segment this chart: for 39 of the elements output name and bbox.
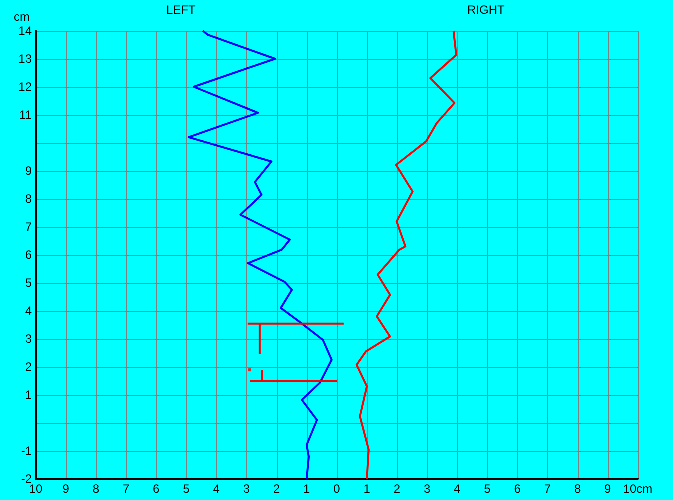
x-tick-label: 9 [62, 482, 70, 496]
x-tick-label: 1 [304, 482, 311, 496]
x-tick-label: 1 [364, 482, 371, 496]
x-tick-label: 7 [544, 482, 552, 496]
y-tick-label: 11 [20, 108, 32, 122]
y-tick-label: 2 [25, 360, 32, 374]
x-tick-label: 4 [454, 482, 462, 496]
line-series [356, 30, 458, 480]
y-tick-label: 1 [25, 388, 32, 402]
text: RIGHT [468, 3, 506, 17]
y-tick-label: 3 [25, 332, 32, 346]
x-tick-label: 9 [604, 482, 612, 496]
y-tick-label: 14 [18, 24, 32, 38]
x-tick-label: 6 [514, 482, 522, 496]
y-tick-label: 12 [18, 80, 32, 94]
y-tick-label: 7 [25, 220, 32, 234]
x-tick-label: 8 [574, 482, 582, 496]
x-tick-label: 0 [334, 482, 341, 496]
x-tick-label: 7 [122, 482, 130, 496]
x-tick-label: 3 [243, 482, 250, 496]
y-tick-label: -1 [21, 444, 32, 458]
text: LEFT [166, 3, 197, 17]
x-tick-label: 5 [183, 482, 190, 496]
y-axis-title: cm [14, 10, 30, 24]
x-tick-label: 6 [153, 482, 160, 496]
line-series [188, 30, 333, 480]
y-tick-label: 5 [25, 276, 32, 290]
x-tick-label: 2 [273, 482, 280, 496]
y-tick-label: 9 [25, 164, 32, 178]
x-tick-label: 8 [92, 482, 100, 496]
y-tick-label: 8 [25, 192, 32, 206]
x-tick-label: 5 [484, 482, 492, 496]
x-tick-label: 4 [213, 482, 220, 496]
x-tick-label: 2 [394, 482, 401, 496]
x-tick-label: 3 [424, 482, 431, 496]
y-tick-label: 6 [25, 248, 32, 262]
x-tick-label: 10cm [623, 482, 653, 496]
y-tick-label: 4 [25, 304, 32, 318]
y-tick-label: 13 [18, 52, 32, 66]
